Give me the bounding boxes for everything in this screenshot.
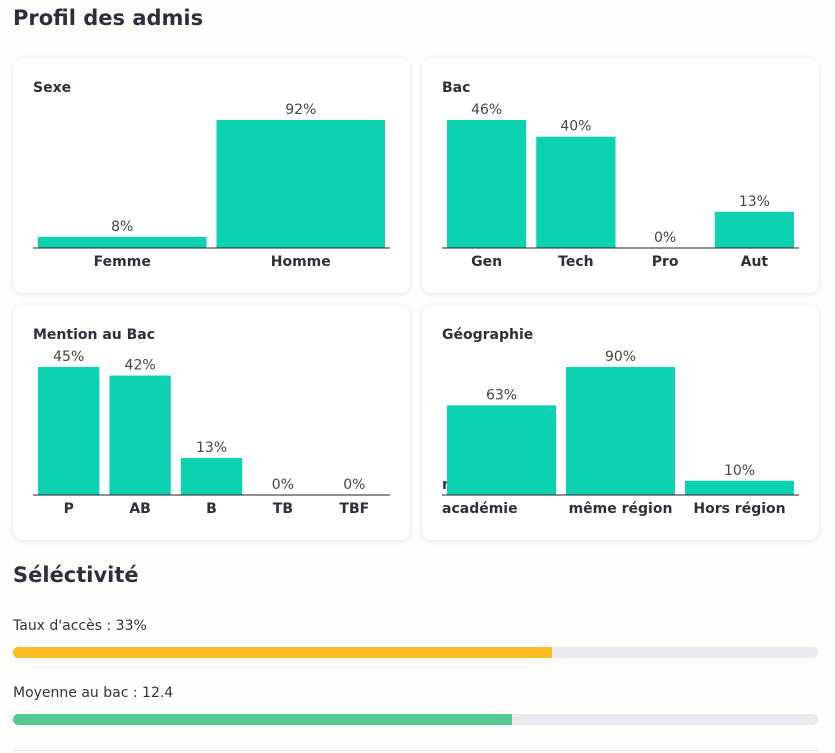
bar	[38, 367, 100, 495]
chart-title: Sexe	[33, 80, 71, 96]
category-label: Aut	[741, 254, 769, 270]
category-label: Homme	[271, 254, 331, 270]
bar	[447, 120, 527, 248]
chart-title: Bac	[442, 80, 470, 96]
value-label: 45%	[53, 349, 84, 365]
value-label: 0%	[272, 477, 294, 493]
chart: Bac Gen Tech Pro Aut 46% 40% 0% 13%	[442, 80, 799, 270]
value-label: 0%	[343, 477, 365, 493]
divider	[13, 750, 818, 751]
value-label: 8%	[111, 219, 133, 235]
value-label: 42%	[125, 358, 156, 374]
progress-label: Taux d'accès : 33%	[13, 618, 147, 634]
value-label: 13%	[739, 194, 770, 210]
chart-title: Mention au Bac	[33, 327, 155, 343]
category-label: Hors région	[693, 501, 785, 517]
section-title: Profil des admis	[13, 6, 204, 30]
chart-card: Mention au Bac P AB B TB TBF 45% 42% 13% 0% 0%	[13, 305, 410, 540]
category-label: Tech	[558, 254, 593, 270]
value-label: 92%	[285, 102, 316, 118]
category-label: AB	[129, 501, 151, 517]
bar	[536, 136, 616, 248]
value-label: 46%	[471, 102, 502, 118]
category-label: TB	[273, 501, 293, 517]
category-label: TBF	[339, 501, 369, 517]
bar	[714, 211, 794, 248]
value-label: 40%	[560, 119, 591, 135]
progress-label: Moyenne au bac : 12.4	[13, 685, 174, 701]
progress-fill	[13, 647, 553, 658]
bar	[109, 375, 171, 495]
chart-card: Sexe Femme Homme 8% 92%	[13, 58, 410, 293]
category-label: P	[64, 501, 74, 517]
chart-card: Bac Gen Tech Pro Aut 46% 40% 0% 13%	[422, 58, 819, 293]
bar	[38, 236, 207, 248]
section-title: Séléctivité	[13, 563, 139, 587]
value-label: 90%	[605, 349, 636, 365]
value-label: 10%	[724, 463, 755, 479]
value-label: 13%	[196, 440, 227, 456]
progress-fill	[13, 714, 513, 725]
chart: Sexe Femme Homme 8% 92%	[33, 80, 390, 270]
category-label: Femme	[94, 254, 151, 270]
bar	[216, 120, 385, 248]
category-label: même région	[569, 501, 673, 517]
bar	[180, 458, 243, 495]
category-label: Pro	[652, 254, 679, 270]
progress-track	[13, 714, 818, 725]
bar	[447, 405, 556, 495]
bar	[685, 480, 794, 495]
category-label: B	[206, 501, 217, 517]
chart-title: Géographie	[442, 327, 533, 343]
category-label: Gen	[471, 254, 502, 270]
chart: Mention au Bac P AB B TB TBF 45% 42% 13% 0% 0%	[33, 327, 390, 517]
value-label: 0%	[654, 230, 676, 246]
bar	[566, 367, 675, 495]
progress-track	[13, 647, 818, 658]
value-label: 63%	[486, 387, 517, 403]
